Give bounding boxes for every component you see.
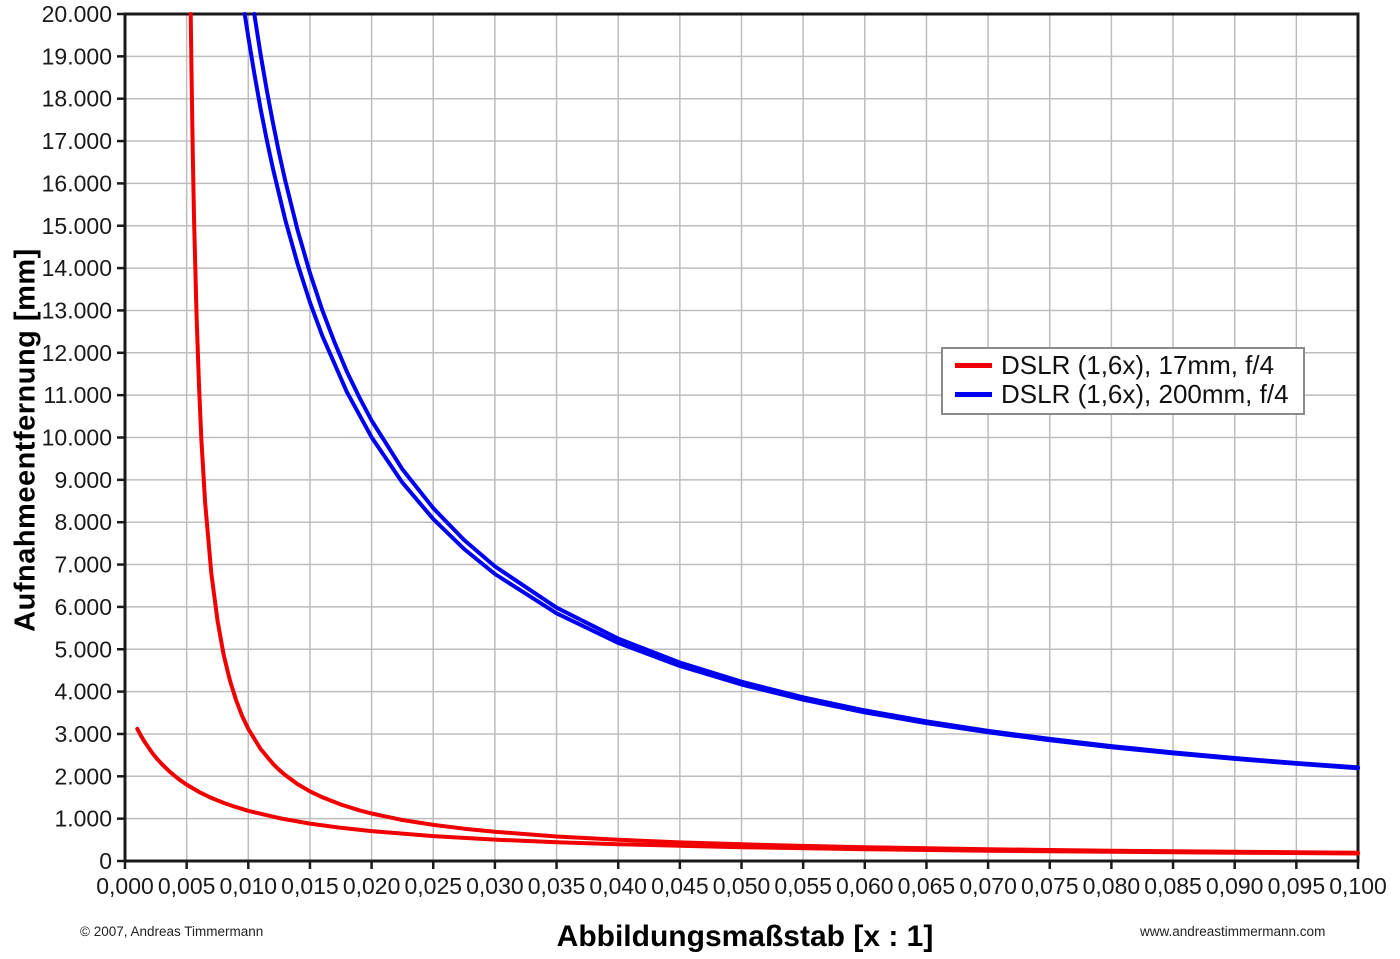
svg-text:19.000: 19.000	[42, 43, 112, 69]
svg-text:8.000: 8.000	[54, 509, 112, 535]
svg-text:14.000: 14.000	[42, 255, 112, 281]
svg-text:0,050: 0,050	[713, 873, 771, 899]
svg-text:0,070: 0,070	[959, 873, 1017, 899]
svg-text:0,000: 0,000	[96, 873, 154, 899]
x-axis-title: Abbildungsmaßstab [x : 1]	[556, 920, 934, 953]
svg-text:6.000: 6.000	[54, 594, 112, 620]
svg-text:2.000: 2.000	[54, 763, 112, 789]
svg-text:0,025: 0,025	[404, 873, 462, 899]
svg-text:0,030: 0,030	[466, 873, 524, 899]
svg-text:0,045: 0,045	[651, 873, 709, 899]
svg-text:0,075: 0,075	[1021, 873, 1079, 899]
svg-text:9.000: 9.000	[54, 467, 112, 493]
copyright-text: © 2007, Andreas Timmermann	[80, 924, 264, 939]
legend-line-sample-red-icon	[955, 363, 992, 368]
svg-text:3.000: 3.000	[54, 721, 112, 747]
svg-text:5.000: 5.000	[54, 636, 112, 662]
svg-text:0,090: 0,090	[1206, 873, 1264, 899]
svg-text:15.000: 15.000	[42, 213, 112, 239]
svg-text:0,005: 0,005	[158, 873, 216, 899]
svg-text:13.000: 13.000	[42, 297, 112, 323]
svg-text:0,055: 0,055	[774, 873, 832, 899]
legend-entry: DSLR (1,6x), 200mm, f/4	[955, 379, 1289, 409]
svg-text:0,095: 0,095	[1268, 873, 1326, 899]
svg-text:1.000: 1.000	[54, 806, 112, 832]
legend-entry: DSLR (1,6x), 17mm, f/4	[955, 350, 1289, 380]
svg-text:0: 0	[99, 848, 112, 874]
svg-text:18.000: 18.000	[42, 86, 112, 112]
svg-text:0,080: 0,080	[1083, 873, 1141, 899]
svg-text:12.000: 12.000	[42, 340, 112, 366]
svg-text:7.000: 7.000	[54, 552, 112, 578]
y-axis-title: Aufnahmeentfernung [mm]	[9, 248, 42, 632]
svg-text:4.000: 4.000	[54, 679, 112, 705]
svg-text:0,035: 0,035	[528, 873, 586, 899]
svg-text:17.000: 17.000	[42, 128, 112, 154]
legend-label: DSLR (1,6x), 200mm, f/4	[1001, 379, 1289, 409]
svg-text:0,100: 0,100	[1329, 873, 1387, 899]
svg-text:0,060: 0,060	[836, 873, 894, 899]
svg-text:0,040: 0,040	[589, 873, 647, 899]
svg-text:0,010: 0,010	[220, 873, 278, 899]
legend: DSLR (1,6x), 17mm, f/4 DSLR (1,6x), 200m…	[941, 347, 1305, 415]
svg-text:0,065: 0,065	[898, 873, 956, 899]
svg-text:0,020: 0,020	[343, 873, 401, 899]
website-text: www.andreastimmermann.com	[1140, 924, 1326, 939]
svg-text:10.000: 10.000	[42, 425, 112, 451]
svg-text:16.000: 16.000	[42, 170, 112, 196]
legend-line-sample-blue-icon	[955, 392, 992, 397]
legend-label: DSLR (1,6x), 17mm, f/4	[1001, 350, 1275, 380]
svg-text:20.000: 20.000	[42, 1, 112, 27]
svg-text:0,085: 0,085	[1144, 873, 1202, 899]
svg-text:11.000: 11.000	[43, 382, 112, 408]
svg-text:0,015: 0,015	[281, 873, 339, 899]
